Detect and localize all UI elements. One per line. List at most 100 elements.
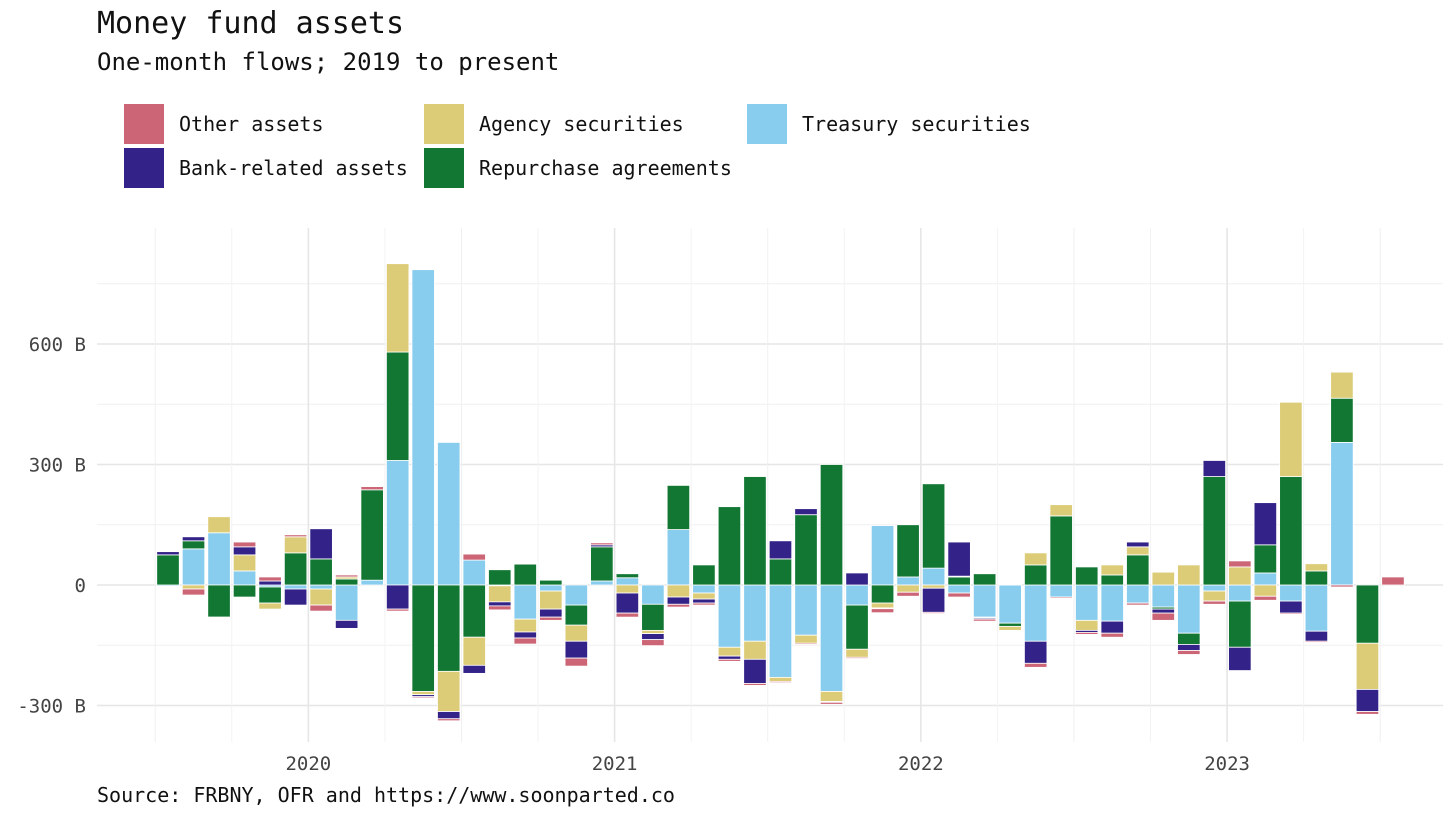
bar-bank-related-assets-2020-10 [539, 608, 563, 618]
legend-item-other-assets: Other assets [124, 103, 324, 145]
bar-other-assets-2019-08 [181, 588, 206, 596]
bar-bank-related-assets-2020-04 [386, 584, 410, 610]
bar-treasury-securities-2020-01 [309, 584, 333, 590]
bar-repurchase-agreements-2021-05 [717, 506, 742, 586]
legend-swatch-agency-securities [424, 104, 464, 144]
bar-treasury-securities-2021-11 [870, 525, 895, 586]
bar-repurchase-agreements-2021-06 [743, 476, 767, 586]
bar-agency-securities-2023-06 [1355, 642, 1380, 690]
bar-bank-related-assets-2023-02 [1253, 502, 1278, 546]
bar-other-assets-2023-04 [1304, 640, 1329, 643]
bar-other-assets-2020-07 [462, 553, 486, 561]
bar-other-assets-2022-08 [1100, 632, 1124, 638]
bar-bank-related-assets-2021-02 [641, 633, 665, 641]
bar-bank-related-assets-2020-01 [309, 528, 333, 560]
bar-bank-related-assets-2021-06 [743, 658, 767, 684]
bar-other-assets-2020-06 [437, 718, 461, 722]
bar-repurchase-agreements-2020-07 [462, 584, 486, 638]
bar-other-assets-2021-07 [768, 681, 793, 684]
legend-item-repurchase-agreements: Repurchase agreements [424, 147, 732, 189]
bar-bank-related-assets-2021-08 [794, 508, 818, 516]
bar-repurchase-agreements-2022-06 [1049, 515, 1073, 586]
bar-bank-related-assets-2022-05 [1024, 640, 1048, 664]
bar-agency-securities-2021-07 [768, 676, 793, 682]
bar-agency-securities-2021-04 [692, 592, 716, 600]
bar-other-assets-2021-11 [870, 608, 895, 614]
bar-other-assets-2022-01 [921, 611, 946, 614]
bar-other-assets-2020-05 [411, 696, 435, 699]
chart-title: Money fund assets [97, 6, 405, 41]
bar-repurchase-agreements-2021-03 [666, 484, 691, 530]
bar-treasury-securities-2021-03 [666, 529, 691, 586]
bar-treasury-securities-2023-05 [1330, 442, 1354, 586]
bar-agency-securities-2019-09 [207, 516, 231, 534]
bar-repurchase-agreements-2021-04 [692, 564, 716, 586]
bar-other-assets-2020-03 [360, 486, 384, 491]
bar-other-assets-2021-05 [717, 658, 742, 662]
bar-other-assets-2022-06 [1049, 596, 1073, 599]
bar-other-assets-2021-04 [692, 602, 716, 606]
bar-treasury-securities-2021-10 [845, 584, 869, 606]
legend-item-treasury-securities: Treasury securities [747, 103, 1031, 145]
bar-agency-securities-2022-08 [1100, 564, 1124, 576]
bar-treasury-securities-2021-01 [615, 577, 640, 586]
bar-repurchase-agreements-2020-10 [539, 579, 563, 586]
bar-repurchase-agreements-2023-03 [1279, 476, 1303, 586]
bar-agency-securities-2021-09 [819, 691, 844, 702]
bar-bank-related-assets-2023-06 [1355, 689, 1380, 712]
bar-agency-securities-2022-05 [1024, 552, 1048, 566]
x-tick-label: 2023 [1204, 753, 1250, 775]
bar-repurchase-agreements-2020-11 [564, 604, 588, 626]
bar-bank-related-assets-2023-04 [1304, 630, 1329, 642]
bar-treasury-securities-2019-08 [181, 548, 206, 586]
x-tick-label: 2022 [898, 753, 944, 775]
bar-agency-securities-2019-11 [258, 602, 282, 610]
bar-repurchase-agreements-2021-11 [870, 584, 895, 604]
bar-bank-related-assets-2020-09 [513, 631, 537, 639]
bar-agency-securities-2022-04 [998, 625, 1022, 631]
bar-treasury-securities-2019-10 [232, 570, 257, 586]
y-tick-label: 0 [75, 575, 86, 597]
bar-other-assets-2020-12 [590, 542, 614, 546]
bar-other-assets-2021-03 [666, 603, 691, 608]
bar-other-assets-2023-05 [1330, 584, 1354, 588]
bar-repurchase-agreements-2022-04 [998, 622, 1022, 627]
legend-item-bank-related-assets: Bank-related assets [124, 147, 408, 189]
bar-agency-securities-2020-06 [437, 670, 461, 712]
bar-other-assets-2023-06 [1355, 711, 1380, 715]
bar-treasury-securities-2022-04 [998, 584, 1022, 624]
bar-agency-securities-2020-04 [386, 263, 410, 353]
legend-label-other-assets: Other assets [179, 112, 324, 136]
bar-repurchase-agreements-2022-08 [1100, 574, 1124, 586]
bar-bank-related-assets-2019-11 [258, 580, 282, 586]
bar-bank-related-assets-2020-11 [564, 640, 588, 659]
bar-other-assets-2022-12 [1202, 600, 1226, 605]
bar-agency-securities-2021-01 [615, 584, 640, 594]
bar-other-assets-2023-01 [1228, 560, 1252, 568]
bar-other-assets-2021-10 [845, 656, 869, 659]
bar-repurchase-agreements-2022-05 [1024, 564, 1048, 586]
bar-repurchase-agreements-2019-09 [207, 584, 231, 618]
bar-other-assets-2021-06 [743, 683, 767, 686]
bar-repurchase-agreements-2021-02 [641, 603, 665, 631]
bar-treasury-securities-2022-01 [921, 567, 946, 586]
bar-bank-related-assets-2022-08 [1100, 620, 1124, 634]
bar-agency-securities-2022-10 [1151, 571, 1175, 586]
bar-other-assets-2022-03 [972, 618, 997, 622]
legend-swatch-treasury-securities [747, 104, 787, 144]
bar-bank-related-assets-2021-01 [615, 592, 640, 614]
bar-bank-related-assets-2019-07 [156, 551, 180, 556]
bar-treasury-securities-2020-07 [462, 559, 486, 586]
bar-agency-securities-2020-07 [462, 636, 486, 666]
legend-label-bank-related-assets: Bank-related assets [179, 156, 408, 180]
bar-repurchase-agreements-2023-04 [1304, 570, 1329, 586]
legend-swatch-other-assets [124, 104, 164, 144]
bar-bank-related-assets-2021-04 [692, 598, 716, 604]
bar-treasury-securities-2020-05 [411, 269, 435, 586]
bar-bank-related-assets-2022-04 [998, 583, 1022, 586]
bar-bank-related-assets-2019-09 [207, 616, 231, 619]
bar-agency-securities-2023-04 [1304, 563, 1329, 572]
bar-repurchase-agreements-2022-09 [1126, 554, 1150, 586]
bar-treasury-securities-2020-04 [386, 460, 410, 586]
bar-bank-related-assets-2022-02 [947, 541, 971, 577]
